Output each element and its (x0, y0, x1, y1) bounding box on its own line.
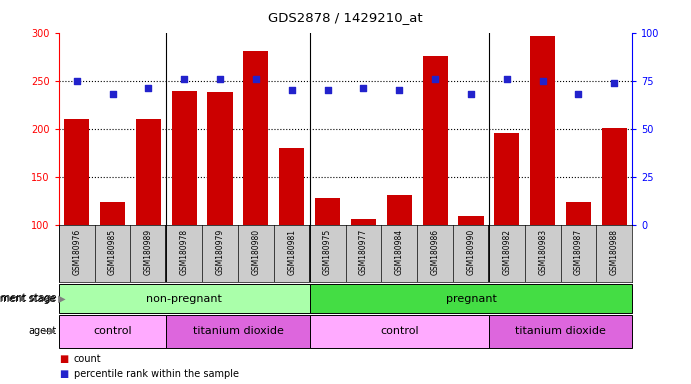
Text: development stage: development stage (0, 293, 55, 304)
Point (394, 87, 405, 93)
Text: count: count (74, 354, 102, 364)
Bar (566, 202, 591, 225)
Text: GSM180976: GSM180976 (72, 229, 81, 275)
Text: GSM180985: GSM180985 (108, 229, 117, 275)
Point (179, 76, 190, 82)
Bar (489, 315, 632, 348)
Text: GSM180979: GSM180979 (216, 229, 225, 275)
Text: ▶: ▶ (55, 293, 66, 304)
Text: GSM180984: GSM180984 (395, 229, 404, 275)
Bar (315, 198, 340, 225)
Text: titanium dioxide: titanium dioxide (193, 326, 283, 336)
Text: ■: ■ (59, 354, 68, 364)
Text: titanium dioxide: titanium dioxide (515, 326, 606, 336)
Bar (602, 128, 627, 225)
Bar (207, 92, 233, 225)
Point (286, 87, 297, 93)
Point (573, 91, 584, 97)
Text: GSM180978: GSM180978 (180, 229, 189, 275)
Text: GSM180983: GSM180983 (538, 229, 547, 275)
Point (537, 78, 548, 84)
Point (214, 76, 225, 82)
Text: GSM180986: GSM180986 (430, 229, 439, 275)
Text: pregnant: pregnant (446, 293, 496, 304)
Text: development stage: development stage (0, 293, 57, 303)
Text: GDS2878 / 1429210_at: GDS2878 / 1429210_at (268, 12, 423, 25)
Text: agent: agent (29, 326, 57, 336)
Text: GSM180981: GSM180981 (287, 229, 296, 275)
Text: GSM180987: GSM180987 (574, 229, 583, 275)
Point (501, 76, 512, 82)
Text: GSM180982: GSM180982 (502, 229, 511, 275)
Text: GSM180977: GSM180977 (359, 229, 368, 275)
Bar (100, 202, 125, 225)
Bar (387, 195, 412, 225)
Text: GSM180980: GSM180980 (252, 229, 261, 275)
Text: GSM180990: GSM180990 (466, 229, 475, 275)
Point (609, 79, 620, 86)
Point (143, 85, 154, 91)
Bar (59, 315, 167, 348)
Bar (310, 284, 632, 313)
Bar (59, 284, 310, 313)
Text: non-pregnant: non-pregnant (146, 293, 222, 304)
Text: control: control (380, 326, 419, 336)
Bar (351, 219, 376, 225)
Point (430, 76, 441, 82)
Text: ■: ■ (59, 369, 68, 379)
Bar (494, 134, 520, 225)
Bar (136, 119, 161, 225)
Text: percentile rank within the sample: percentile rank within the sample (74, 369, 239, 379)
Bar (279, 148, 304, 225)
Text: GSM180989: GSM180989 (144, 229, 153, 275)
Point (358, 85, 369, 91)
Text: GSM180988: GSM180988 (610, 229, 619, 275)
Point (466, 91, 477, 97)
Bar (458, 216, 484, 225)
Point (250, 76, 261, 82)
Bar (243, 51, 268, 225)
Bar (423, 56, 448, 225)
Bar (64, 119, 89, 225)
Text: GSM180975: GSM180975 (323, 229, 332, 275)
Text: control: control (93, 326, 132, 336)
Point (107, 91, 118, 97)
Point (322, 87, 333, 93)
Bar (171, 91, 197, 225)
Point (71, 78, 82, 84)
Bar (310, 315, 489, 348)
Bar (530, 36, 555, 225)
Bar (167, 315, 310, 348)
